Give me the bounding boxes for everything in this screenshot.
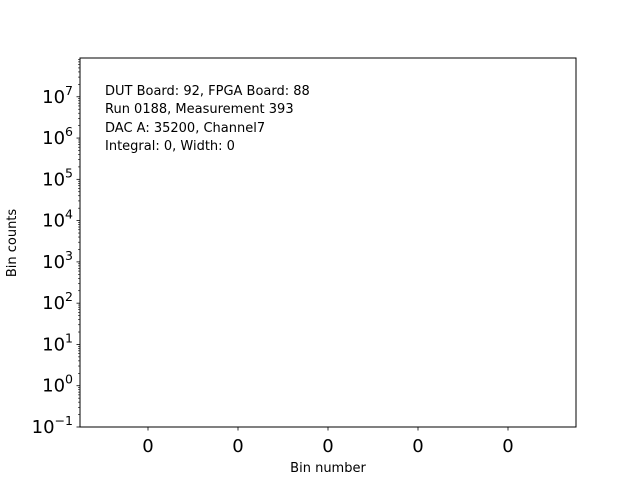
y-axis-label: Bin counts — [5, 209, 20, 278]
y-tick-label: 101 — [42, 330, 73, 355]
x-tick-label: 0 — [412, 436, 423, 457]
annotation-line: DAC A: 35200, Channel7 — [105, 121, 265, 136]
y-axis: 10−1 100 101 102 103 104 105 106 107 — [32, 59, 80, 438]
x-tick-label: 0 — [322, 436, 333, 457]
y-tick-label: 102 — [42, 289, 73, 314]
y-tick-label: 10−1 — [32, 413, 73, 438]
annotation-line: DUT Board: 92, FPGA Board: 88 — [105, 84, 310, 99]
y-tick-label: 100 — [42, 372, 73, 397]
plot-background — [80, 58, 576, 427]
y-tick-label: 106 — [42, 124, 73, 149]
plot-frame — [79, 57, 577, 428]
annotation-line: Run 0188, Measurement 393 — [105, 102, 294, 117]
annotation-box: DUT Board: 92, FPGA Board: 88 Run 0188, … — [105, 84, 310, 154]
annotation-line: Integral: 0, Width: 0 — [105, 139, 235, 154]
y-tick-label: 103 — [42, 248, 73, 273]
x-tick-label: 0 — [502, 436, 513, 457]
y-tick-label: 104 — [42, 207, 73, 232]
y-tick-label: 107 — [42, 83, 73, 108]
x-axis: 0 0 0 0 0 — [142, 427, 514, 457]
x-tick-label: 0 — [232, 436, 243, 457]
y-tick-label: 105 — [42, 165, 73, 190]
x-axis-label: Bin number — [290, 461, 366, 476]
x-tick-label: 0 — [142, 436, 153, 457]
